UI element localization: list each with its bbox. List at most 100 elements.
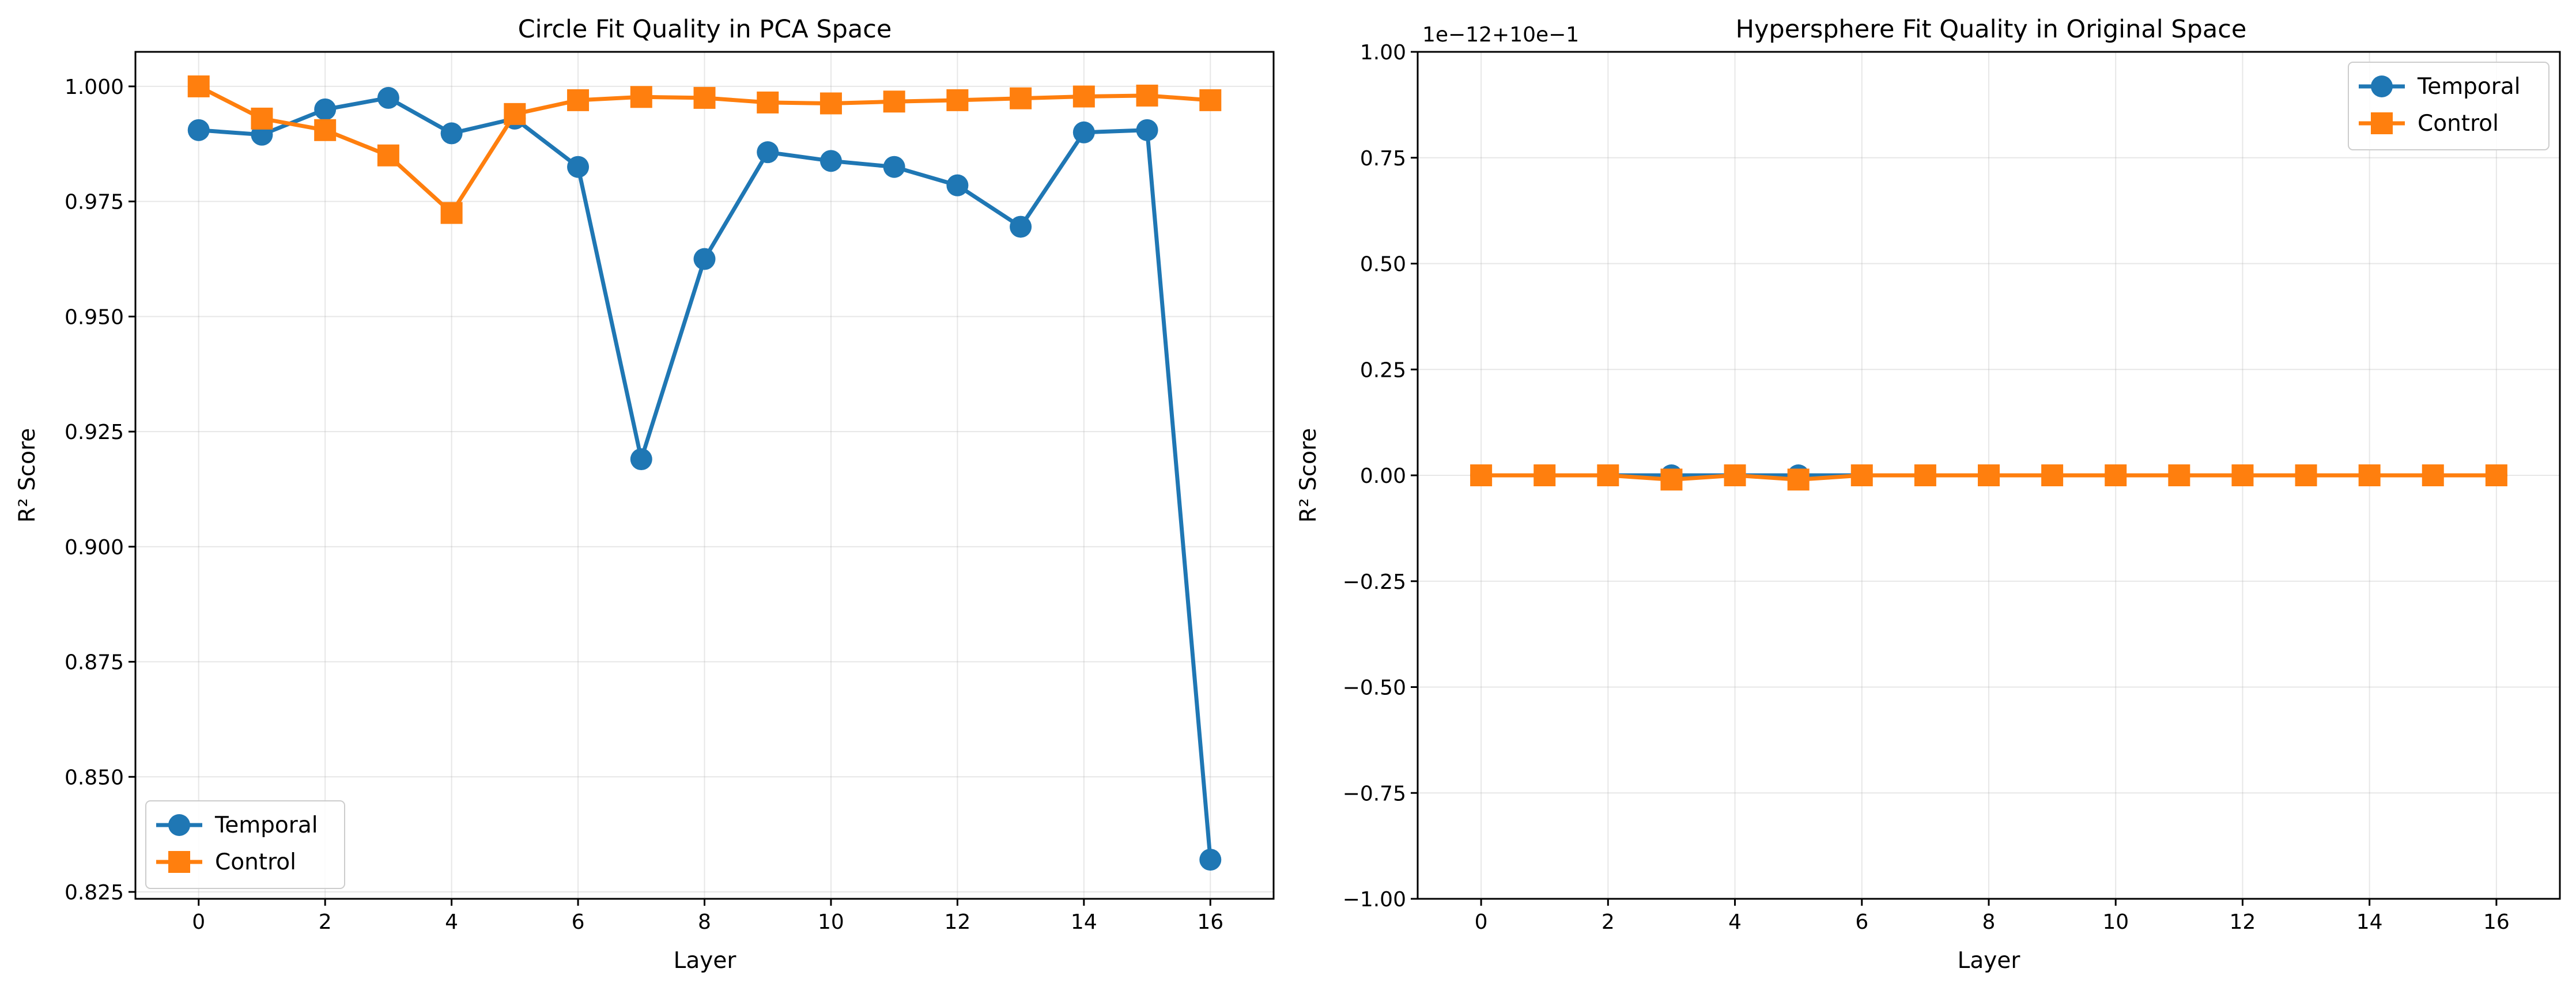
chart-title: Hypersphere Fit Quality in Original Spac… [1736, 15, 2247, 44]
y-tick-label: 0.50 [1360, 253, 1406, 277]
legend: Temporal Control [2348, 62, 2549, 150]
x-tick-label: 14 [1071, 910, 1097, 934]
x-tick-label: 16 [1197, 910, 1223, 934]
data-point-control [1470, 464, 1493, 486]
legend-marker-control [168, 851, 190, 873]
y-tick-label: 0.75 [1360, 147, 1406, 171]
legend-label-temporal: Temporal [2417, 74, 2521, 100]
data-point-control [1010, 87, 1032, 109]
y-tick-label: 0.00 [1360, 464, 1406, 488]
data-point-control [251, 107, 273, 130]
data-point-control [187, 75, 210, 97]
data-point-temporal [693, 248, 716, 270]
data-point-control [1136, 84, 1158, 107]
ticks: 0 2 4 6 8 10 12 14 16 −1.00 −0.75 −0.50 −0.25 0.00 0.2… [1343, 41, 2510, 934]
x-tick-label: 8 [1982, 910, 1996, 934]
x-tick-label: 12 [944, 910, 970, 934]
data-point-control [630, 86, 652, 108]
x-tick-label: 0 [192, 910, 205, 934]
data-point-temporal [757, 141, 779, 164]
data-point-control [1914, 464, 1936, 486]
x-tick-label: 2 [319, 910, 332, 934]
x-tick-label: 8 [698, 910, 711, 934]
data-point-control [377, 144, 399, 167]
data-point-control [1072, 85, 1095, 108]
data-point-temporal [440, 122, 463, 145]
legend-marker-control [2371, 112, 2393, 134]
chart-title: Circle Fit Quality in PCA Space [518, 15, 892, 44]
data-point-temporal [567, 156, 590, 178]
x-tick-label: 14 [2356, 910, 2383, 934]
data-point-temporal [1010, 215, 1032, 238]
data-point-control [2295, 464, 2317, 486]
data-point-temporal [377, 86, 399, 109]
data-point-temporal [1136, 119, 1158, 141]
x-tick-label: 0 [1475, 910, 1488, 934]
legend-label-control: Control [215, 849, 296, 875]
data-point-temporal [946, 174, 969, 196]
data-point-control [693, 86, 716, 109]
data-point-control [2168, 464, 2190, 486]
y-axis-label: R² Score [1295, 428, 1321, 523]
x-tick-label: 6 [1855, 910, 1868, 934]
data-point-temporal [1072, 121, 1095, 143]
y-tick-label: −0.50 [1343, 676, 1406, 700]
chart-hypersphere-fit-original: Hypersphere Fit Quality in Original Spac… [1295, 15, 2561, 974]
legend-marker-temporal [2371, 75, 2393, 97]
x-tick-label: 4 [445, 910, 458, 934]
y-tick-label: 1.00 [1360, 41, 1406, 65]
legend-label-temporal: Temporal [214, 812, 318, 838]
data-point-temporal [819, 150, 842, 172]
data-point-control [1787, 468, 1810, 491]
y-tick-label: 0.925 [65, 421, 124, 444]
data-point-control [2041, 464, 2064, 486]
data-point-control [314, 119, 337, 141]
data-point-temporal [187, 119, 210, 141]
x-tick-label: 16 [2483, 910, 2510, 934]
data-point-control [1533, 464, 1556, 486]
data-point-control [440, 202, 463, 224]
legend-label-control: Control [2418, 111, 2499, 137]
x-tick-label: 10 [2102, 910, 2129, 934]
legend: Temporal Control [145, 800, 345, 889]
data-point-control [2358, 464, 2381, 486]
data-point-temporal [314, 98, 337, 120]
x-tick-label: 2 [1601, 910, 1615, 934]
x-tick-label: 12 [2230, 910, 2256, 934]
data-point-control [1724, 464, 1746, 486]
y-tick-label: 0.825 [65, 881, 124, 905]
data-point-control [819, 92, 842, 115]
y-tick-label: 0.950 [65, 305, 124, 329]
data-point-control [1597, 464, 1619, 486]
y-offset-text: 1e−12+10e−1 [1422, 23, 1579, 47]
series-layer [1470, 464, 2507, 491]
data-point-control [1850, 464, 1873, 486]
x-tick-label: 4 [1728, 910, 1742, 934]
y-tick-label: 0.900 [65, 536, 124, 559]
y-axis-label: R² Score [14, 428, 40, 523]
data-point-control [567, 89, 590, 111]
y-tick-label: 0.25 [1360, 358, 1406, 382]
legend-box [2348, 62, 2549, 150]
data-point-control [1978, 464, 2000, 486]
ticks: 0 2 4 6 8 10 12 14 16 0.825 0.850 0.875 0.900 0.925 0.… [65, 75, 1223, 934]
legend-marker-temporal [168, 814, 190, 836]
data-point-control [504, 103, 526, 125]
x-axis-label: Layer [674, 948, 737, 974]
data-point-control [2422, 464, 2444, 486]
data-point-control [2231, 464, 2254, 486]
data-point-control [946, 89, 969, 111]
data-point-control [883, 90, 905, 113]
x-axis-label: Layer [1958, 948, 2021, 974]
y-tick-label: 0.850 [65, 766, 124, 789]
grid [135, 52, 1274, 899]
x-tick-label: 6 [572, 910, 585, 934]
data-point-control [2485, 464, 2507, 486]
y-tick-label: −0.25 [1343, 570, 1406, 594]
y-tick-label: 1.000 [65, 75, 124, 99]
chart-circle-fit-pca: Circle Fit Quality in PCA Space 0 2 4 6 8 10 1… [14, 15, 1275, 974]
x-tick-label: 10 [818, 910, 844, 934]
series-layer [187, 75, 1222, 871]
y-tick-label: −1.00 [1343, 888, 1406, 911]
